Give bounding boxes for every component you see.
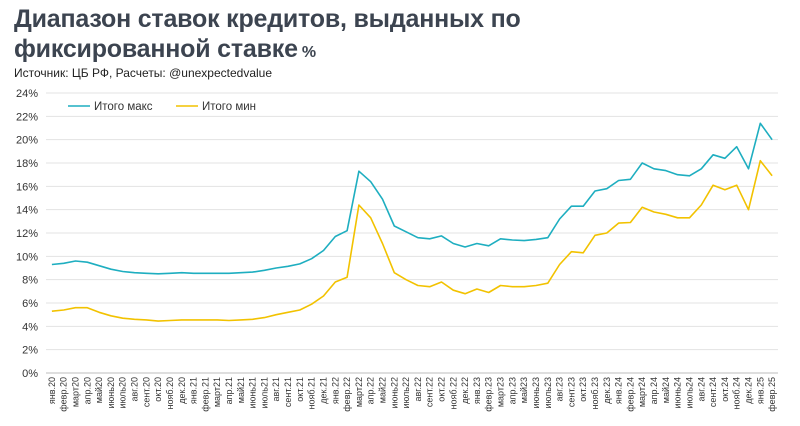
x-tick-label: дек.20 — [177, 377, 187, 404]
y-tick-label: 22% — [16, 111, 38, 123]
x-tick-label: авг.22 — [413, 377, 423, 401]
x-tick-label: июль20 — [118, 377, 128, 409]
x-tick-label: март21 — [212, 377, 222, 407]
y-tick-label: 12% — [16, 228, 38, 240]
x-tick-label: июль22 — [401, 377, 411, 409]
y-tick-label: 6% — [22, 298, 38, 310]
x-tick-label: апр.22 — [366, 377, 376, 404]
x-tick-label: дек.22 — [460, 377, 470, 404]
x-tick-label: февр.20 — [59, 377, 69, 412]
chart-title: Диапазон ставок кредитов, выданных по фи… — [14, 4, 521, 68]
y-tick-label: 4% — [22, 321, 38, 333]
x-tick-label: июнь24 — [673, 377, 683, 408]
y-tick-label: 10% — [16, 251, 38, 263]
x-tick-label: сент.20 — [141, 377, 151, 407]
x-tick-label: май23 — [519, 377, 529, 403]
x-tick-label: февр.22 — [342, 377, 352, 412]
x-tick-label: янв.24 — [614, 377, 624, 404]
x-tick-label: февр.25 — [767, 377, 777, 412]
y-tick-label: 0% — [22, 368, 38, 380]
legend-label: Итого мин — [202, 101, 256, 113]
x-tick-label: янв.21 — [189, 377, 199, 404]
x-tick-label: март23 — [496, 377, 506, 407]
y-tick-label: 8% — [22, 275, 38, 287]
x-tick-label: янв.20 — [47, 377, 57, 404]
x-tick-label: нояб.20 — [165, 377, 175, 410]
chart-title-line2: фиксированной ставке% — [14, 34, 521, 68]
x-tick-label: дек.23 — [602, 377, 612, 404]
x-axis-ticks: янв.20 февр.20 март20 апр.20 май20 июнь20 июль… — [47, 377, 777, 412]
x-tick-label: апр.20 — [82, 377, 92, 404]
x-tick-label: окт.23 — [578, 377, 588, 402]
x-tick-label: март24 — [637, 377, 647, 407]
legend-label: Итого макс — [94, 101, 153, 113]
series-lines — [51, 122, 773, 322]
x-tick-label: май21 — [236, 377, 246, 403]
x-tick-label: апр.23 — [507, 377, 517, 404]
x-tick-label: окт.20 — [153, 377, 163, 402]
y-tick-label: 2% — [22, 345, 38, 357]
x-tick-label: май22 — [377, 377, 387, 403]
series-line-max — [51, 122, 773, 275]
legend: Итого макс Итого мин — [68, 101, 256, 113]
x-tick-label: июль24 — [684, 377, 694, 409]
x-tick-label: сент.23 — [566, 377, 576, 407]
x-tick-label: сент.22 — [425, 377, 435, 407]
x-tick-label: февр.23 — [484, 377, 494, 412]
chart-source: Источник: ЦБ РФ, Расчеты: @unexpectedval… — [14, 66, 273, 80]
x-tick-label: июнь20 — [106, 377, 116, 408]
x-tick-label: авг.20 — [130, 377, 140, 401]
x-tick-label: март20 — [71, 377, 81, 407]
chart-title-unit: % — [301, 44, 316, 61]
y-tick-label: 24% — [16, 88, 38, 100]
x-tick-label: июнь22 — [389, 377, 399, 408]
x-tick-label: янв.25 — [755, 377, 765, 404]
chart-title-line1: Диапазон ставок кредитов, выданных по — [14, 5, 521, 33]
y-tick-label: 14% — [16, 205, 38, 217]
x-tick-label: июль23 — [543, 377, 553, 409]
x-tick-label: янв.22 — [330, 377, 340, 404]
x-tick-label: дек.21 — [318, 377, 328, 404]
x-tick-label: окт.24 — [720, 377, 730, 402]
y-tick-label: 16% — [16, 181, 38, 193]
x-tick-label: февр.24 — [625, 377, 635, 412]
x-tick-label: нояб.21 — [307, 377, 317, 410]
x-tick-label: май24 — [661, 377, 671, 403]
x-tick-label: март22 — [354, 377, 364, 407]
x-tick-label: авг.21 — [271, 377, 281, 401]
x-tick-label: нояб.24 — [732, 377, 742, 410]
x-tick-label: нояб.22 — [448, 377, 458, 410]
x-tick-label: окт.22 — [437, 377, 447, 402]
x-tick-label: июль21 — [259, 377, 269, 409]
series-line-min — [51, 159, 773, 322]
x-tick-label: сент.21 — [283, 377, 293, 407]
chart-title-line2-text: фиксированной ставке — [14, 35, 298, 63]
x-tick-label: май20 — [94, 377, 104, 403]
x-tick-label: янв.23 — [472, 377, 482, 404]
x-tick-label: апр.21 — [224, 377, 234, 404]
y-tick-label: 18% — [16, 158, 38, 170]
x-tick-label: июнь23 — [531, 377, 541, 408]
x-tick-label: апр.24 — [649, 377, 659, 404]
x-tick-label: авг.24 — [696, 377, 706, 401]
y-axis-ticks: 0% 2% 4% 6% 8% 10% 12% 14% 16% 18% 20% 22% 24% — [16, 88, 38, 380]
x-tick-label: июнь21 — [248, 377, 258, 408]
x-tick-label: сент.24 — [708, 377, 718, 407]
y-tick-label: 20% — [16, 135, 38, 147]
x-tick-label: окт.21 — [295, 377, 305, 402]
x-tick-label: авг.23 — [555, 377, 565, 401]
grid-lines — [46, 92, 778, 374]
x-tick-label: нояб.23 — [590, 377, 600, 410]
x-tick-label: февр.21 — [200, 377, 210, 412]
x-tick-label: дек.24 — [743, 377, 753, 404]
